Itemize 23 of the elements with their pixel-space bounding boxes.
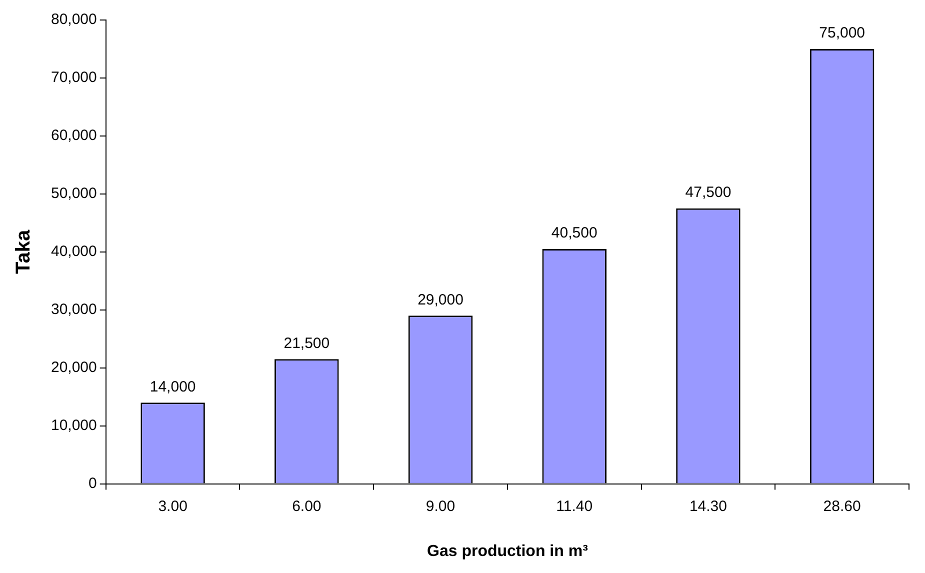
data-label: 40,500 — [551, 224, 598, 242]
x-tick-label: 9.00 — [426, 498, 456, 515]
y-tick-label: 60,000 — [50, 127, 97, 144]
y-tick-label: 10,000 — [50, 416, 97, 434]
x-axis-title: Gas production in m³ — [426, 542, 588, 560]
x-tick-label: 6.00 — [292, 498, 322, 515]
y-tick-label: 50,000 — [50, 185, 97, 202]
y-tick-label: 0 — [88, 474, 97, 492]
y-tick-label: 70,000 — [50, 69, 97, 86]
y-tick-label: 30,000 — [50, 301, 97, 318]
x-tick-label: 14.30 — [689, 498, 727, 515]
data-label: 29,000 — [418, 291, 464, 308]
x-tick-label: 3.00 — [158, 498, 188, 515]
data-label: 14,000 — [150, 378, 196, 396]
y-tick-label: 40,000 — [50, 243, 97, 260]
x-tick-label: 11.40 — [556, 498, 593, 515]
x-tick-label: 28.60 — [823, 498, 861, 515]
data-label: 21,500 — [284, 334, 330, 352]
y-axis-title: Taka — [12, 228, 35, 274]
y-tick-label: 80,000 — [50, 11, 97, 28]
data-label: 47,500 — [685, 184, 732, 202]
y-tick-label: 20,000 — [50, 358, 97, 376]
data-label: 75,000 — [819, 24, 866, 42]
